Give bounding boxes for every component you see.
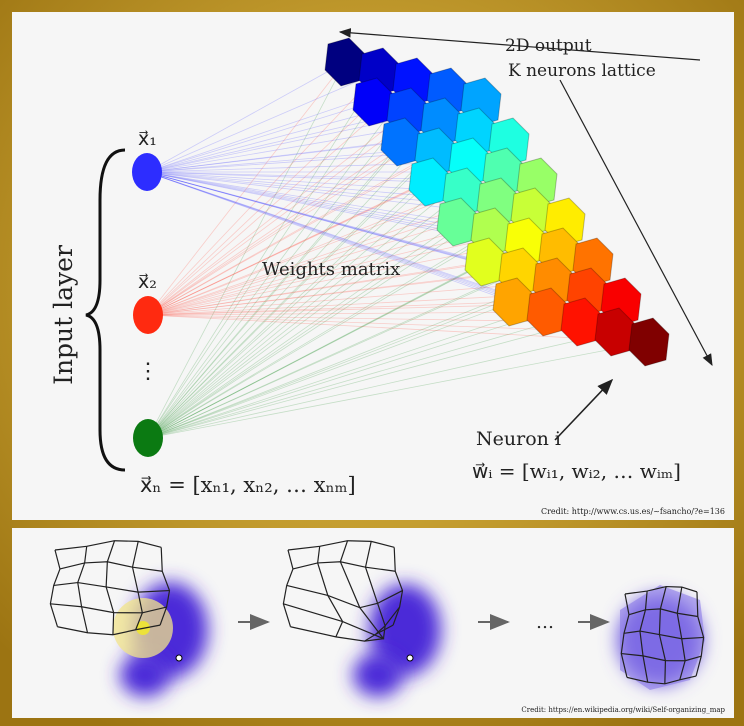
input-node [133, 296, 163, 334]
data-cloud [120, 653, 170, 697]
credit: Credit: http://www.cs.us.es/~fsancho/?e=… [541, 507, 725, 516]
input-label: x⃗₁ [138, 128, 157, 150]
input-label: Input layer [49, 245, 78, 385]
page: 2D output K neurons lattice Input layer … [0, 0, 744, 726]
input-label: x⃗₂ [138, 271, 157, 293]
ellipsis: … [536, 612, 554, 633]
credit: Credit: https://en.wikipedia.org/wiki/Se… [521, 706, 725, 714]
weights-label: Weights matrix [262, 259, 400, 280]
neuron-label: Neuron i [476, 428, 561, 450]
lattice-label: K neurons lattice [508, 61, 656, 81]
input-dots: ⋮ [137, 359, 159, 384]
sample [407, 655, 413, 661]
sample [176, 655, 182, 661]
input-node [132, 153, 162, 191]
input-node [133, 419, 163, 457]
data-cloud [353, 653, 403, 697]
input-formula: x⃗ₙ = [xₙ₁, xₙ₂, … xₙₘ] [140, 473, 356, 497]
neuron-formula: w⃗ᵢ = [wᵢ₁, wᵢ₂, … wᵢₘ] [472, 459, 681, 483]
output-title: 2D output [505, 36, 592, 56]
